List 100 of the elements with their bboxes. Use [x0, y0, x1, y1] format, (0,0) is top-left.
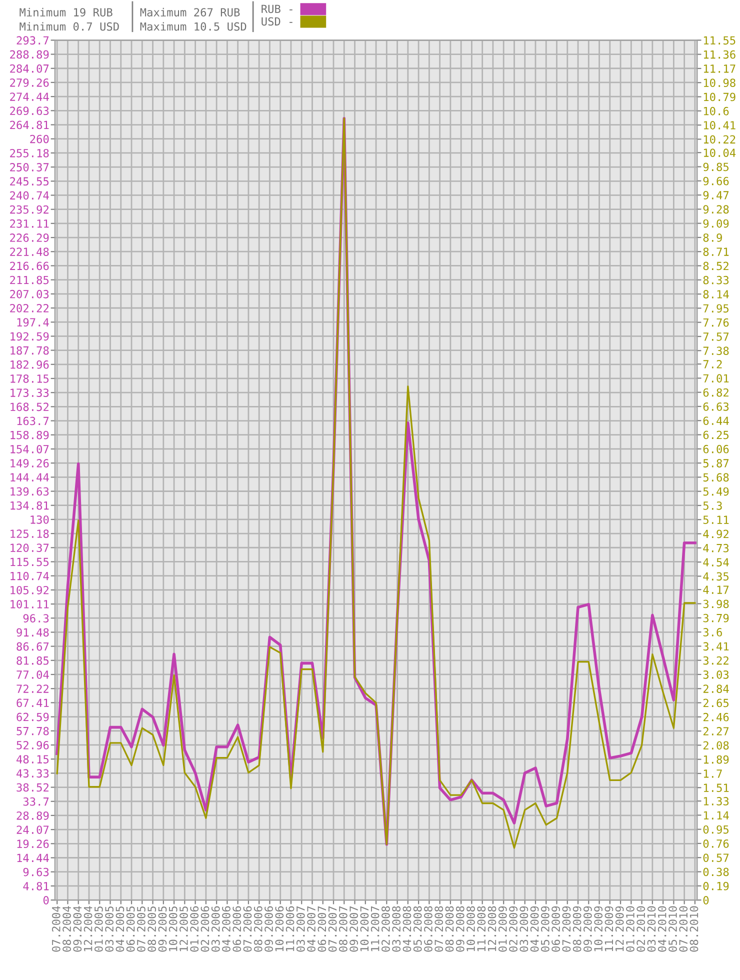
y2-tick-label: 9.66 [703, 176, 729, 186]
x-tick-label: 12.2005 [180, 906, 188, 952]
legend-label: RUB - [262, 4, 292, 14]
y2-tick-label: 8.52 [703, 262, 728, 270]
y2-tick-label: 8.33 [703, 276, 729, 284]
x-tick-label: 01.2006 [190, 906, 199, 952]
x-tick-label: 06.2005 [126, 906, 135, 952]
y2-tick-label: 3.6 [703, 628, 722, 636]
x-tick-label: 07.2006 [243, 906, 252, 952]
y2-tick-label: 2.84 [703, 684, 729, 694]
x-tick-label: 08.2008 [445, 906, 454, 952]
y2-tick-label: 10.79 [704, 92, 736, 102]
y-tick-label: 240.74 [10, 191, 49, 200]
y-tick-label: 96.3 [23, 614, 49, 623]
y2-tick-label: 4.54 [703, 558, 729, 566]
x-tick-label: 04.2005 [116, 906, 124, 952]
y2-tick-label: 0.38 [703, 868, 729, 876]
y-tick-label: 24.07 [16, 826, 49, 834]
y-tick-label: 105.92 [10, 586, 48, 594]
x-tick-label: 03.2007 [296, 906, 305, 952]
y2-tick-label: 9.47 [703, 191, 729, 200]
y-tick-label: 67.41 [16, 698, 49, 708]
x-tick-label: 11.2009 [604, 906, 614, 952]
y-tick-label: 4.81 [23, 882, 49, 890]
x-tick-label: 05.2009 [540, 906, 550, 952]
x-tick-label: 01.2005 [94, 906, 103, 952]
y2-tick-label: 2.65 [703, 698, 729, 708]
y-tick-label: 62.59 [16, 712, 49, 722]
x-tick-label: 11.2007 [370, 906, 380, 952]
y-tick-label: 260 [30, 134, 49, 144]
y-tick-label: 245.55 [10, 177, 49, 186]
text: Minimum 19 RUB [20, 8, 112, 16]
y-tick-label: 178.15 [10, 374, 49, 383]
y2-tick-label: 6.82 [703, 388, 728, 397]
x-tick-label: 04.2009 [530, 906, 539, 952]
y2-tick-label: 5.68 [703, 473, 729, 482]
y-tick-label: 274.44 [10, 92, 49, 101]
y-tick-label: 86.67 [16, 642, 49, 651]
x-tick-label: 05.2008 [413, 906, 422, 952]
x-tick-label: 07.2010 [679, 906, 688, 952]
y-tick-label: 38.52 [16, 783, 48, 792]
x-tick-label: 10.2009 [594, 906, 603, 952]
x-tick-label: 11.2006 [286, 906, 294, 952]
y2-tick-label: 10.6 [704, 106, 729, 116]
y2-tick-label: 6.25 [703, 430, 729, 440]
y2-tick-label: 10.22 [704, 135, 736, 144]
y2-tick-label: 3.22 [703, 656, 728, 665]
y-tick-label: 226.29 [10, 234, 49, 242]
y2-tick-label: 2.46 [703, 712, 729, 722]
y-tick-label: 72.22 [16, 684, 48, 693]
x-tick-label: 06.2006 [232, 906, 242, 952]
y-tick-label: 168.52 [10, 402, 48, 412]
y-tick-label: 130 [30, 515, 49, 524]
y2-tick-label: 8.71 [703, 248, 729, 256]
x-tick-label: 08.2004 [62, 906, 71, 952]
y-tick-label: 158.89 [10, 430, 49, 440]
y-tick-label: 120.37 [10, 544, 49, 552]
y-tick-label: 110.74 [10, 572, 49, 580]
y-tick-label: 163.7 [17, 416, 49, 426]
x-tick-label: 03.2010 [647, 906, 656, 952]
y-tick-label: 139.63 [10, 487, 49, 496]
x-tick-label: 05.2010 [668, 906, 677, 952]
x-tick-label: 04.2007 [307, 906, 316, 952]
x-tick-label: 04.2006 [222, 906, 230, 952]
y-tick-label: 284.07 [10, 64, 49, 73]
y2-tick-label: 9.09 [703, 219, 729, 228]
x-tick-label: 02.2008 [382, 906, 390, 952]
y2-tick-label: 9.85 [703, 162, 729, 172]
y-tick-label: 255.18 [10, 148, 49, 158]
y2-tick-label: 8.14 [703, 290, 729, 298]
x-tick-label: 02.2009 [509, 906, 518, 952]
y-tick-label: 19.26 [17, 840, 49, 848]
y2-tick-label: 0.95 [703, 825, 729, 834]
x-tick-label: 07.2005 [137, 906, 146, 952]
y-tick-label: 211.85 [10, 276, 49, 284]
x-tick-label: 07.2004 [52, 906, 60, 952]
x-tick-label: 02.2006 [200, 906, 210, 952]
x-tick-label: 03.2005 [105, 906, 114, 952]
y2-tick-label: 1.51 [704, 784, 729, 792]
y2-tick-label: 3.03 [703, 670, 729, 679]
y2-tick-label: 5.49 [703, 487, 729, 496]
x-tick-label: 07.2007 [328, 906, 337, 952]
y-tick-label: 77.04 [16, 670, 49, 679]
y-tick-label: 43.33 [16, 769, 49, 778]
x-tick-label: 10.2005 [168, 906, 178, 952]
text: Minimum 0.7 USD [20, 22, 119, 31]
y2-tick-label: 7.01 [703, 374, 729, 383]
x-tick-label: 06.2007 [318, 906, 326, 952]
y-tick-label: 231.11 [10, 219, 49, 228]
y-tick-label: 14.44 [17, 854, 49, 862]
y2-tick-label: 7.38 [703, 346, 729, 356]
y2-tick-label: 7.57 [703, 332, 729, 341]
y-tick-label: 173.33 [10, 388, 49, 397]
y-tick-label: 81.85 [16, 656, 49, 665]
y-tick-label: 115.55 [10, 558, 49, 566]
x-tick-label: 03.2008 [392, 906, 401, 952]
y-tick-label: 279.26 [10, 78, 49, 87]
y-tick-label: 134.81 [10, 501, 49, 510]
y2-tick-label: 8.9 [703, 233, 722, 242]
y2-tick-label: 10.04 [704, 148, 736, 157]
